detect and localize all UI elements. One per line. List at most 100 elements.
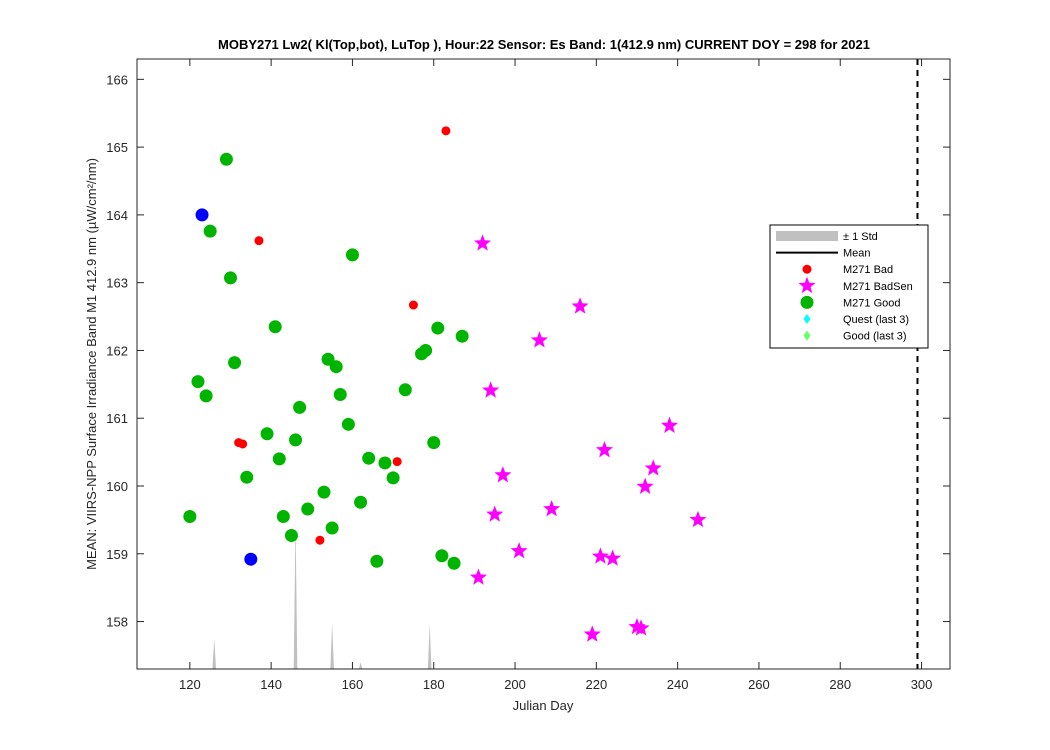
x-tick-label: 180 bbox=[423, 677, 445, 692]
data-marks bbox=[183, 126, 707, 642]
legend-std-swatch bbox=[776, 231, 838, 241]
badsen-point bbox=[636, 477, 654, 494]
std-spikes bbox=[212, 519, 432, 669]
good-point bbox=[276, 510, 290, 523]
badsen-point bbox=[583, 625, 601, 642]
y-tick-label: 164 bbox=[106, 208, 128, 223]
legend-label: ± 1 Std bbox=[843, 231, 878, 243]
good-point bbox=[341, 417, 355, 431]
y-tick-label: 158 bbox=[106, 615, 128, 630]
good-point bbox=[435, 549, 449, 563]
axes: 120 140 160 180 200 220 240 260 280 300 158 159 160 1… bbox=[106, 59, 950, 692]
badsen-point bbox=[486, 505, 504, 522]
good-point bbox=[268, 320, 282, 334]
legend-label: M271 Bad bbox=[843, 264, 893, 276]
good-point bbox=[333, 388, 347, 401]
legend: ± 1 Std Mean M271 Bad M271 BadSen M271 Good Q… bbox=[769, 224, 929, 349]
x-tick-label: 160 bbox=[342, 677, 364, 692]
x-tick-label: 300 bbox=[911, 677, 933, 692]
x-axis-label: Julian Day bbox=[513, 698, 574, 713]
highlight-point bbox=[244, 552, 258, 566]
badsen-point bbox=[660, 416, 679, 433]
good-point bbox=[191, 375, 205, 389]
x-tick-label: 260 bbox=[748, 677, 770, 692]
std-spike bbox=[358, 662, 363, 669]
badsen-point bbox=[604, 549, 622, 566]
x-tick-label: 120 bbox=[179, 677, 201, 692]
good-point bbox=[260, 427, 274, 441]
bad-point bbox=[315, 535, 325, 545]
good-point bbox=[362, 451, 376, 465]
std-spike bbox=[330, 623, 334, 669]
good-point bbox=[398, 383, 412, 397]
good-point bbox=[293, 400, 307, 414]
legend-badsen-swatch bbox=[798, 276, 816, 294]
good-point bbox=[219, 152, 233, 166]
good-point bbox=[378, 456, 392, 470]
good-point bbox=[240, 470, 254, 484]
good-point bbox=[427, 436, 441, 450]
y-axis-label: MEAN: VIIRS-NPP Surface Irradiance Band … bbox=[84, 158, 99, 570]
good-point bbox=[228, 356, 242, 370]
good-point bbox=[431, 321, 445, 335]
chart-title: MOBY271 Lw2( Kl(Top,bot), LuTop ), Hour:… bbox=[218, 37, 870, 52]
badsen-point bbox=[482, 381, 500, 398]
good-point bbox=[325, 521, 339, 535]
legend-quest-swatch bbox=[803, 314, 811, 324]
good-point bbox=[415, 347, 429, 361]
plot-frame bbox=[136, 58, 951, 670]
good-point bbox=[301, 502, 315, 516]
good-point bbox=[447, 556, 461, 570]
y-tick-label: 163 bbox=[106, 276, 128, 291]
good-point bbox=[345, 248, 359, 262]
legend-bad-swatch bbox=[802, 264, 812, 274]
good-point bbox=[455, 329, 469, 343]
badsen-point bbox=[510, 542, 528, 559]
x-tick-label: 200 bbox=[504, 677, 526, 692]
std-spike bbox=[293, 519, 298, 669]
x-tick-label: 240 bbox=[667, 677, 689, 692]
highlight-point bbox=[195, 208, 209, 222]
good-point bbox=[386, 471, 400, 485]
legend-label: M271 BadSen bbox=[843, 281, 913, 293]
badsen-point bbox=[632, 619, 650, 636]
y-tick-label: 160 bbox=[106, 479, 128, 494]
legend-label: Mean bbox=[843, 248, 871, 260]
y-tick-label: 165 bbox=[106, 140, 128, 155]
std-spike bbox=[427, 623, 432, 669]
good-point bbox=[223, 271, 237, 285]
badsen-point bbox=[543, 500, 561, 517]
legend-label: M271 Good bbox=[843, 297, 900, 309]
good-point bbox=[284, 528, 298, 542]
badsen-point bbox=[644, 459, 662, 476]
x-tick-label: 280 bbox=[829, 677, 851, 692]
badsen-point bbox=[689, 510, 707, 528]
badsen-point bbox=[595, 441, 614, 458]
legend-good-last3-swatch bbox=[803, 330, 811, 341]
bad-point bbox=[441, 126, 451, 136]
badsen-point bbox=[473, 234, 492, 251]
y-tick-label: 166 bbox=[106, 72, 128, 87]
std-spike bbox=[212, 638, 217, 669]
legend-label: Good (last 3) bbox=[843, 331, 907, 343]
good-point bbox=[289, 433, 303, 447]
bad-point bbox=[254, 236, 264, 246]
good-point bbox=[272, 452, 286, 466]
good-point bbox=[183, 510, 197, 523]
good-point bbox=[329, 360, 343, 374]
x-tick-label: 220 bbox=[585, 677, 607, 692]
y-tick-label: 159 bbox=[106, 547, 128, 562]
badsen-point bbox=[469, 568, 488, 585]
good-point bbox=[203, 224, 217, 238]
badsen-point bbox=[591, 547, 609, 564]
legend-label: Quest (last 3) bbox=[843, 314, 909, 326]
legend-box bbox=[769, 224, 929, 349]
bad-point bbox=[238, 439, 248, 449]
legend-good-swatch bbox=[800, 295, 814, 309]
badsen-point bbox=[571, 297, 589, 314]
good-point bbox=[354, 495, 368, 509]
good-point bbox=[317, 485, 331, 499]
y-tick-label: 162 bbox=[106, 343, 128, 358]
